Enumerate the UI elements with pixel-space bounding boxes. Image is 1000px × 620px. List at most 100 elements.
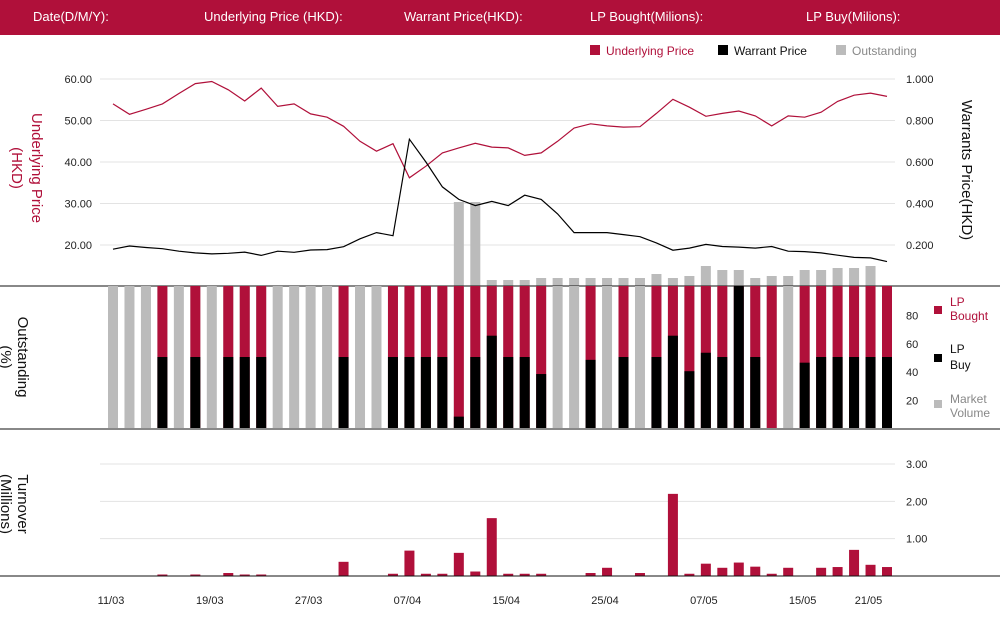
turnover-bar	[634, 573, 645, 576]
y-left-axis-title-unit: (HKD)	[8, 147, 25, 189]
outstanding-bar	[569, 278, 580, 286]
x-tick-label: 11/03	[98, 595, 125, 607]
lp-buy-bar	[536, 374, 547, 428]
legend-label: Bought	[950, 309, 989, 323]
turnover-bar	[766, 573, 777, 576]
turnover-bar	[519, 573, 530, 576]
legend-swatch	[590, 45, 600, 55]
turnover-bar	[667, 493, 678, 576]
turnover-bar	[338, 561, 349, 576]
outstanding-axis-title-unit: (%)	[0, 345, 14, 368]
turnover-bar	[882, 567, 892, 576]
legend-swatch	[718, 45, 728, 55]
lp-bought-bar	[536, 286, 547, 428]
lp-buy-bar	[453, 416, 464, 428]
outstanding-axis-title: Outstanding	[14, 317, 31, 398]
x-tick-label: 15/04	[492, 595, 520, 607]
outstanding-bar	[750, 278, 761, 286]
lp-buy-bar	[700, 352, 711, 428]
market-volume-bar	[634, 286, 645, 428]
outstanding-bar	[832, 268, 843, 286]
legend-label: Buy	[950, 358, 971, 372]
turnover-tick-label: 1.00	[906, 534, 927, 546]
market-volume-bar	[272, 286, 283, 428]
legend-label: Outstanding	[852, 44, 917, 58]
turnover-bar	[717, 567, 728, 576]
turnover-axis-title: Turnover	[14, 474, 31, 533]
lp-buy-bar	[618, 357, 629, 428]
y-right-tick-label: 1.000	[906, 74, 934, 86]
lp-buy-bar	[667, 335, 678, 428]
lp-buy-bar	[157, 357, 168, 428]
outstanding-bar	[799, 270, 810, 286]
lp-buy-bar	[849, 357, 860, 428]
outstanding-bar	[865, 266, 876, 286]
turnover-bar	[849, 549, 860, 576]
market-volume-bar	[569, 286, 580, 428]
lp-buy-bar	[239, 357, 250, 428]
lp-buy-bar	[651, 357, 662, 428]
lp-buy-bar	[865, 357, 876, 428]
turnover-bar	[816, 567, 827, 576]
legend-swatch	[934, 306, 942, 314]
lp-buy-bar	[338, 357, 349, 428]
outstanding-bar	[816, 270, 827, 286]
turnover-axis-title-unit: (Millions)	[0, 474, 14, 534]
turnover-bar	[783, 567, 794, 576]
outstanding-bar	[667, 278, 678, 286]
market-volume-bar	[289, 286, 300, 428]
turnover-bar	[486, 518, 497, 576]
turnover-bar	[404, 550, 415, 576]
lp-buy-bar	[733, 286, 744, 428]
outstanding-bar	[766, 276, 777, 286]
y-right-tick-label: 0.600	[906, 157, 934, 169]
outstanding-bar	[453, 202, 464, 286]
outstanding-bar	[849, 268, 860, 286]
market-volume-bar	[355, 286, 366, 428]
legend-swatch	[934, 400, 942, 408]
lp-bought-bar	[799, 286, 810, 428]
x-tick-label: 27/03	[295, 595, 323, 607]
market-volume-bar	[206, 286, 217, 428]
underlying-price-label: Underlying Price (HKD):	[204, 9, 343, 24]
lp-bought-bar	[453, 286, 464, 428]
y-left-tick-label: 30.00	[64, 199, 92, 211]
lp-bought-bar	[585, 286, 596, 428]
lp-buy-bar	[832, 357, 843, 428]
outstanding-bar	[470, 202, 481, 286]
legend-label: Underlying Price	[606, 44, 694, 58]
turnover-bar	[865, 564, 876, 576]
outstanding-tick-label: 40	[906, 367, 918, 379]
market-volume-bar	[322, 286, 333, 428]
market-volume-bar	[173, 286, 184, 428]
outstanding-bar	[700, 266, 711, 286]
turnover-bar	[750, 566, 761, 576]
turnover-bar	[733, 562, 744, 576]
lp-buy-bar	[684, 371, 695, 428]
outstanding-bar	[536, 278, 547, 286]
lp-buy-bar	[882, 357, 892, 428]
turnover-bar	[470, 571, 481, 576]
outstanding-bar	[634, 278, 645, 286]
legend-label: Market	[950, 392, 987, 406]
turnover-bar	[256, 574, 267, 576]
legend-label: Volume	[950, 406, 990, 420]
underlying-price-line	[112, 80, 888, 179]
outstanding-bar	[618, 278, 629, 286]
turnover-bar	[700, 563, 711, 576]
outstanding-bar	[783, 276, 794, 286]
warrant-price-line	[112, 137, 888, 263]
outstanding-bar	[519, 280, 530, 286]
turnover-tick-label: 3.00	[906, 459, 927, 471]
outstanding-bar	[585, 278, 596, 286]
outstanding-tick-label: 20	[906, 396, 918, 408]
lp-buy-bar	[420, 357, 431, 428]
turnover-bar	[420, 573, 431, 576]
legend-label: LP	[950, 342, 965, 356]
lp-buy-bar	[717, 357, 728, 428]
y-right-axis-title: Warrants Price(HKD)	[958, 100, 975, 240]
outstanding-bar	[503, 280, 514, 286]
x-tick-label: 25/04	[591, 595, 619, 607]
lp-buy-bar	[387, 357, 398, 428]
